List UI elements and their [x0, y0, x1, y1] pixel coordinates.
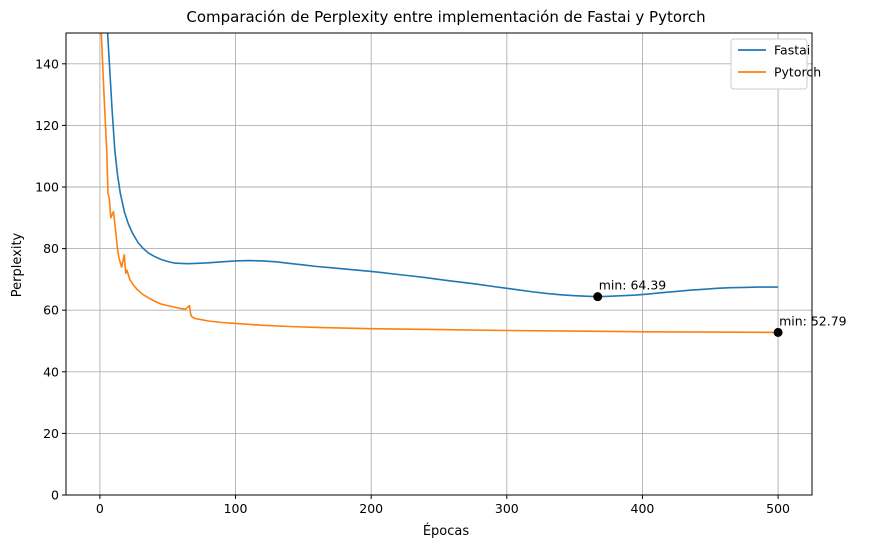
min-annotation-label: min: 52.79: [779, 313, 847, 328]
ticks: 0 100 200 300 400 500 0 20 40 60 80 100 120 140: [35, 56, 790, 516]
annotations: min: 64.39 min: 52.79: [593, 278, 847, 337]
x-tick-label: 500: [766, 501, 790, 516]
x-tick-label: 300: [495, 501, 519, 516]
grid: [66, 33, 812, 496]
plot-frame: [65, 32, 813, 496]
x-tick-label: 0: [96, 501, 104, 516]
legend-label-pytorch: Pytorch: [774, 65, 821, 80]
y-tick-label: 140: [35, 56, 59, 71]
series-line-fastai: [106, 33, 779, 298]
legend-label-fastai: Fastai: [774, 43, 810, 58]
y-tick-label: 40: [43, 364, 59, 379]
min-marker: [773, 327, 783, 337]
y-tick-label: 20: [43, 426, 59, 441]
series-layer: [100, 33, 779, 334]
chart-title: Comparación de Perplexity entre implemen…: [186, 8, 705, 26]
legend: Fastai Pytorch: [730, 38, 821, 90]
y-tick-label: 0: [51, 488, 59, 503]
x-tick-label: 100: [224, 501, 248, 516]
y-axis-label: Perplexity: [10, 232, 25, 297]
y-tick-label: 60: [43, 303, 59, 318]
x-tick-label: 200: [359, 501, 383, 516]
legend-box: [730, 38, 808, 90]
min-marker: [593, 292, 603, 302]
y-tick-label: 120: [35, 118, 59, 133]
min-annotation-label: min: 64.39: [599, 278, 667, 293]
x-tick-label: 400: [631, 501, 655, 516]
y-tick-label: 100: [35, 180, 59, 195]
series-line-pytorch: [100, 33, 779, 334]
x-axis-label: Épocas: [423, 523, 470, 539]
y-tick-label: 80: [43, 241, 59, 256]
